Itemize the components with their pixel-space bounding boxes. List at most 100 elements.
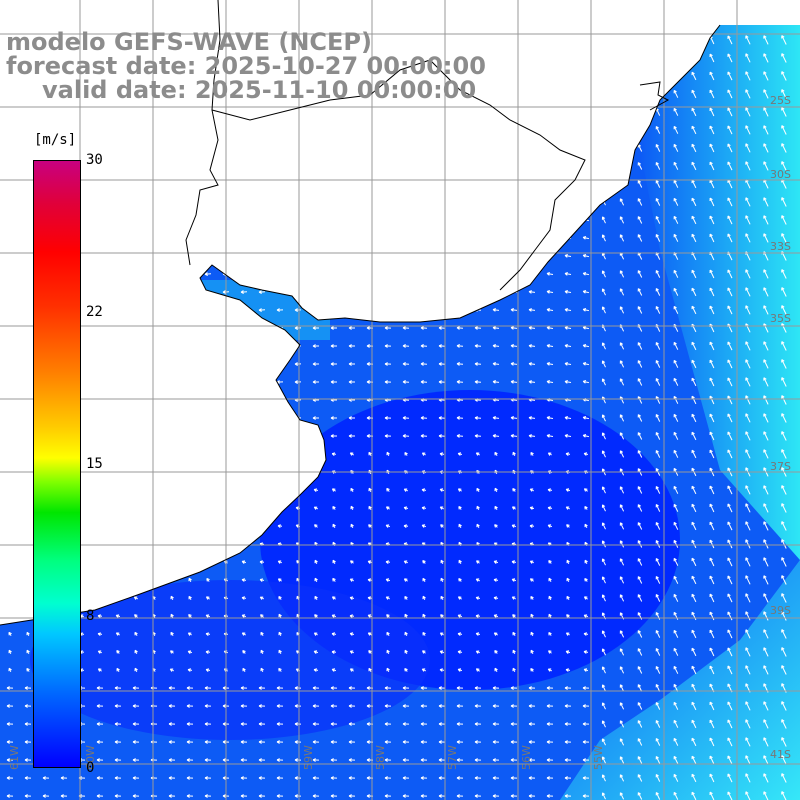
wind-arrow <box>348 110 355 114</box>
wind-arrow <box>727 719 733 729</box>
wind-arrow <box>258 686 266 690</box>
high-wave-east <box>640 25 800 560</box>
wind-arrow <box>348 218 355 222</box>
wind-arrow <box>26 595 30 600</box>
wind-arrow <box>781 719 787 729</box>
wind-arrow <box>420 416 428 420</box>
wind-arrow <box>584 559 588 565</box>
wind-arrow <box>727 539 733 549</box>
wind-arrow <box>637 558 643 566</box>
wind-arrow <box>582 92 590 96</box>
coastline <box>0 24 721 626</box>
wind-arrow <box>276 200 284 204</box>
wind-arrow <box>7 578 13 582</box>
wind-arrow <box>348 362 355 366</box>
wind-arrow <box>240 686 248 690</box>
wind-arrow <box>582 380 590 384</box>
wind-arrow <box>402 164 410 168</box>
wind-arrow <box>25 578 30 582</box>
wind-arrow <box>150 110 158 114</box>
wind-arrow <box>420 164 428 168</box>
wind-arrow <box>781 503 787 513</box>
wind-arrow <box>691 71 697 81</box>
wind-arrow <box>277 524 283 528</box>
wind-arrow <box>655 215 661 224</box>
wind-arrow <box>6 128 14 132</box>
wind-arrow <box>565 668 571 672</box>
wind-arrow <box>619 90 625 98</box>
wind-arrow <box>655 647 661 656</box>
wind-arrow <box>404 649 408 655</box>
wind-arrow <box>240 110 248 114</box>
wind-arrow <box>637 486 643 494</box>
wind-arrow <box>204 326 212 330</box>
wind-arrow <box>511 596 517 600</box>
wind-arrow <box>24 326 32 330</box>
wind-arrow <box>204 200 212 204</box>
wind-arrow <box>584 578 588 582</box>
wind-arrow <box>132 290 140 294</box>
wind-arrow <box>438 308 446 312</box>
wind-arrow <box>332 505 336 510</box>
wind-arrow <box>546 686 554 690</box>
wind-arrow <box>583 650 589 654</box>
wind-arrow <box>582 290 590 294</box>
wind-arrow <box>440 595 444 600</box>
wind-arrow <box>240 236 248 240</box>
wind-arrow <box>691 791 697 800</box>
wind-arrow <box>763 215 769 225</box>
wind-arrow <box>187 632 192 636</box>
wind-arrow <box>186 326 194 330</box>
wind-arrow <box>528 308 536 312</box>
wind-arrow <box>529 560 535 564</box>
wind-arrow <box>781 647 787 657</box>
wind-arrow <box>691 449 697 459</box>
wind-arrow <box>438 740 446 744</box>
wind-arrow <box>258 236 266 240</box>
wind-arrow <box>528 740 536 744</box>
wind-arrow <box>188 524 192 528</box>
lon-label: 55W <box>592 745 605 770</box>
wind-arrow <box>332 577 336 582</box>
wind-arrow <box>474 110 482 114</box>
wind-arrow <box>709 89 715 99</box>
wind-arrow <box>601 756 606 764</box>
wind-arrow <box>259 506 264 510</box>
wind-arrow <box>402 182 410 186</box>
wind-arrow <box>114 218 122 222</box>
lat-label: 39S <box>770 604 791 617</box>
wind-arrow <box>582 182 590 186</box>
wind-arrow <box>440 577 444 583</box>
wind-arrow <box>186 218 194 222</box>
wind-arrow <box>510 308 518 312</box>
wind-arrow <box>116 667 120 672</box>
lon-label: 61W <box>8 745 21 770</box>
wind-arrow <box>258 704 266 708</box>
wind-arrow <box>294 686 302 690</box>
wind-arrow <box>186 758 194 762</box>
wind-arrow <box>116 505 120 510</box>
wind-arrow <box>458 523 462 529</box>
wind-arrow <box>781 341 787 351</box>
wind-arrow <box>745 485 751 495</box>
wind-arrow <box>745 575 751 585</box>
wind-arrow <box>168 344 176 348</box>
wind-arrow <box>330 434 337 438</box>
wind-arrow <box>709 413 715 423</box>
wind-arrow <box>673 125 679 134</box>
wind-arrow <box>582 254 590 258</box>
wind-arrow <box>168 182 176 186</box>
wind-arrow <box>745 413 751 423</box>
wind-arrow <box>475 650 481 654</box>
wind-arrow <box>601 288 606 296</box>
wind-arrow <box>456 236 464 240</box>
wind-arrow <box>673 341 679 350</box>
wind-arrow <box>8 451 12 457</box>
wind-arrow <box>24 740 32 744</box>
wind-arrow <box>727 611 733 621</box>
wind-arrow <box>566 614 570 618</box>
wind-arrow <box>510 722 518 726</box>
wind-arrow <box>24 722 32 726</box>
wind-arrow <box>349 632 355 636</box>
wind-arrow <box>114 290 122 294</box>
